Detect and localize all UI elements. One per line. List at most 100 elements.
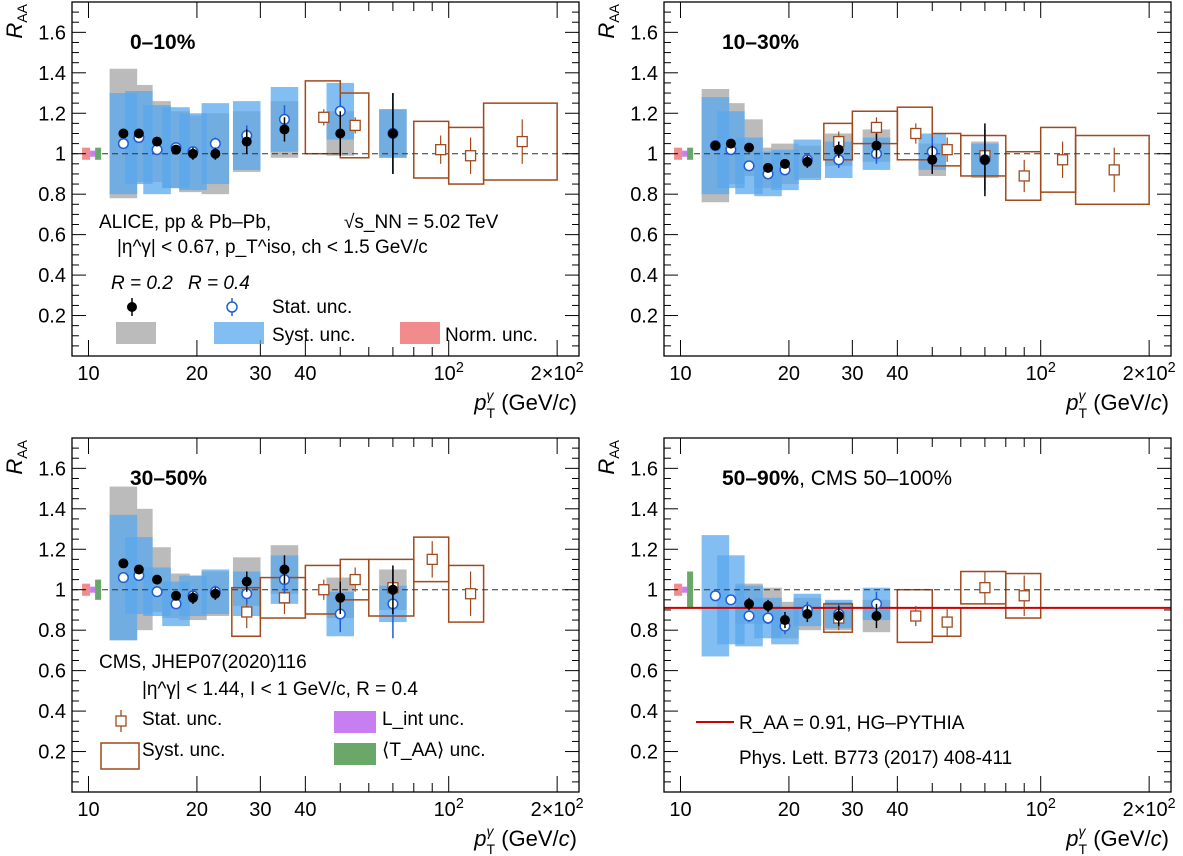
y-tick-label: 1.2: [630, 539, 658, 561]
r02-point: [871, 611, 882, 622]
r04-point: [117, 572, 129, 584]
taa-unc-box: [95, 579, 102, 600]
legend-syst-r02-box: [116, 322, 156, 344]
x-tick-label: 40: [886, 363, 908, 385]
alice-legend: ALICE, pp & Pb–Pb, √s_NN = 5.02 TeV |η^γ…: [99, 212, 538, 346]
x-tick-label: 30: [249, 799, 271, 821]
cms-point: [318, 584, 330, 596]
legend-syst-r04-box: [214, 322, 264, 344]
x-tick-label: 2×102: [531, 360, 584, 385]
y-axis-label: RAA: [594, 439, 622, 474]
r02-point: [763, 600, 774, 611]
x-tick-label: 2×102: [531, 796, 584, 821]
cms-point: [516, 135, 528, 148]
cms-point: [278, 592, 291, 604]
y-tick-label: 1: [55, 580, 66, 602]
model-label: R_AA = 0.91, HG–PYTHIA: [739, 713, 965, 734]
cms-taa-label: ⟨T_AA⟩ unc.: [382, 740, 486, 761]
cms-syst-box: [447, 564, 485, 623]
cms-point: [979, 582, 991, 594]
lint-unc-box: [682, 150, 688, 157]
r04-point: [743, 160, 755, 172]
model-legend: R_AA = 0.91, HG–PYTHIA Phys. Lett. B773 …: [696, 713, 1012, 769]
x-axis-label: pγ T (GeV/c): [1065, 823, 1169, 856]
legend-r04: R = 0.4: [188, 273, 250, 294]
norm-unc-box: [674, 583, 683, 596]
r04-point: [151, 586, 163, 598]
r02-point: [802, 156, 813, 167]
cms-syst-box: [413, 536, 450, 583]
r02-point: [927, 154, 938, 165]
x-tick-label: 2×102: [1123, 360, 1176, 385]
y-tick-label: 1: [647, 144, 658, 166]
legend-syst: Syst. unc.: [272, 325, 355, 346]
panel-title: 30–50%: [130, 467, 207, 490]
cms-point: [349, 119, 361, 132]
panel-title: 50–90%, CMS 50–100%: [722, 467, 952, 490]
y-tick-label: 1.6: [630, 458, 658, 480]
r02-point: [833, 144, 844, 155]
x-axis-label: pγ T (GeV/c): [473, 823, 577, 856]
y-tick-label: 0.2: [38, 306, 66, 328]
y-tick-label: 1: [55, 144, 66, 166]
x-tick-label: 10: [669, 799, 691, 821]
r02-point: [241, 136, 252, 147]
cms-point: [941, 616, 953, 628]
taa-unc-box: [687, 147, 694, 160]
r02-point: [725, 138, 736, 149]
plot-frame: [71, 1, 580, 357]
cms-point: [241, 606, 253, 618]
r02-point: [779, 158, 790, 169]
x-axis-label: pγ T (GeV/c): [473, 387, 577, 421]
y-tick-label: 0.2: [38, 742, 66, 764]
y-tick-label: 0.8: [630, 184, 658, 206]
cms-point: [318, 111, 330, 123]
cms-syst-box: [482, 102, 558, 181]
panel-title: 0–10%: [130, 31, 196, 54]
cms-syst-box: [368, 558, 415, 617]
r04-point: [209, 138, 221, 150]
cms-point: [464, 150, 477, 162]
plot-frame: [71, 437, 580, 793]
y-tick-label: 0.4: [38, 265, 66, 287]
legend-norm-box: [400, 322, 440, 344]
x-tick-label: 2×102: [1123, 796, 1176, 821]
cms-point: [426, 553, 438, 566]
r02-point: [210, 148, 221, 159]
cms-legend: CMS, JHEP07(2020)116 |η^γ| < 1.44, I < 1…: [99, 652, 486, 770]
y-tick-label: 1.4: [630, 499, 658, 521]
x-tick-label: 40: [886, 799, 908, 821]
taa-unc-box: [95, 147, 102, 160]
y-tick-label: 0.4: [38, 701, 66, 723]
r02-point: [779, 615, 790, 626]
y-tick-label: 1.6: [38, 22, 66, 44]
r04-point: [709, 590, 721, 602]
x-tick-label: 102: [1026, 360, 1056, 385]
cms-point: [1018, 170, 1030, 182]
plot-frame: [663, 437, 1172, 793]
r02-point: [387, 128, 398, 139]
cms-syst-legend-box: [100, 742, 140, 770]
y-axis-label: RAA: [2, 3, 30, 38]
x-tick-label: 30: [841, 363, 863, 385]
y-tick-label: 0.8: [38, 184, 66, 206]
norm-unc-box: [82, 583, 91, 596]
legend-norm: Norm. unc.: [445, 325, 538, 346]
cms-point: [870, 121, 883, 134]
y-tick-label: 0.2: [630, 306, 658, 328]
x-tick-label: 20: [778, 363, 800, 385]
cms-point: [1018, 590, 1030, 602]
y-tick-label: 1.6: [630, 22, 658, 44]
r02-point: [187, 592, 198, 603]
r02-point: [871, 140, 882, 151]
panel-3: 0.2 0.4 0.6 0.8 1 1.2 1.4 1.6 10 20 30 40 102 2×102pγ…: [2, 437, 584, 856]
y-tick-label: 1: [647, 580, 658, 602]
cms-point: [1056, 154, 1069, 166]
r02-point: [210, 588, 221, 599]
legend-stat-r02-marker: [127, 302, 137, 312]
legend-stat: Stat. unc.: [272, 297, 352, 318]
y-tick-label: 1.2: [38, 103, 66, 125]
r02-point: [171, 590, 182, 601]
y-tick-label: 0.6: [630, 225, 658, 247]
